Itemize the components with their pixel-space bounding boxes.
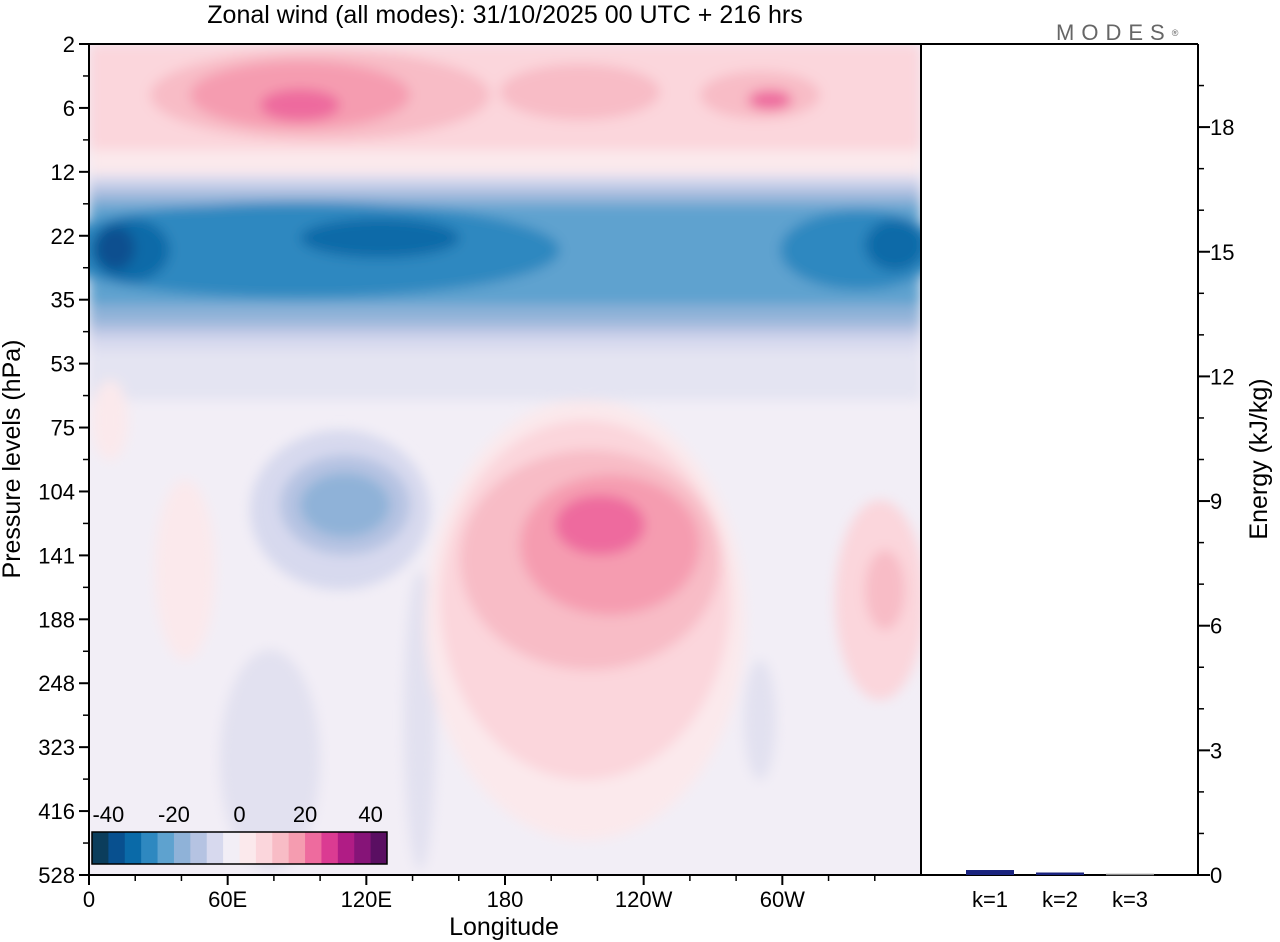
- blue-tail-1: [220, 650, 320, 870]
- y-tick-label-7: 104: [38, 479, 75, 504]
- blob-upper-4: [500, 64, 660, 120]
- y-tick-label-1: 6: [63, 96, 75, 121]
- colorbar-swatch: [141, 832, 159, 864]
- energy-tick-label-5: 15: [1210, 240, 1234, 265]
- energy-bar-label-0: k=1: [972, 887, 1008, 912]
- energy-bar-k=2: [1036, 872, 1084, 875]
- y-axis-label: Pressure levels (hPa): [0, 340, 26, 579]
- colorbar-swatch: [321, 832, 339, 864]
- colorbar-tick-label-1: -20: [158, 802, 190, 827]
- energy-ticks: 0 3 6 9 12 15 18: [1198, 84, 1234, 888]
- energy-tick-label-4: 12: [1210, 364, 1234, 389]
- logo-text: MODES: [1056, 20, 1172, 45]
- colorbar-swatch: [223, 832, 240, 864]
- pink-east-2: [865, 550, 905, 630]
- registered-mark: ®: [1171, 28, 1179, 38]
- x-tick-label-1: 60E: [208, 887, 247, 912]
- colorbar-frame: [91, 831, 388, 865]
- wind-field: [89, 44, 921, 875]
- x-tick-label-5: 60W: [760, 887, 805, 912]
- energy-tick-label-1: 3: [1210, 738, 1222, 763]
- colorbar-swatch: [124, 832, 142, 864]
- x-tick-label-4: 120W: [615, 887, 673, 912]
- y-tick-label-5: 53: [51, 352, 75, 377]
- colorbar-swatch: [206, 832, 224, 864]
- jet-max-4: [95, 226, 135, 270]
- modes-logo: MODES®: [1056, 18, 1178, 48]
- x-tick-label-2: 120E: [341, 887, 392, 912]
- energy-bar-k=1: [966, 870, 1014, 875]
- energy-tick-label-0: 0: [1210, 863, 1222, 888]
- x-tick-label-3: 180: [487, 887, 524, 912]
- band-lower-pale: [89, 350, 921, 400]
- blue-tail-3: [744, 660, 776, 780]
- pink-blob-5: [555, 495, 645, 555]
- energy-bar-label-2: k=3: [1112, 887, 1148, 912]
- x-tick-label-0: 0: [83, 887, 95, 912]
- y-tick-label-12: 416: [38, 799, 75, 824]
- colorbar-swatch: [239, 832, 257, 864]
- energy-axis-label: Energy (kJ/kg): [1245, 378, 1273, 539]
- blob-upper-3: [260, 89, 340, 121]
- colorbar-swatch: [190, 832, 208, 864]
- colorbar-swatch: [370, 832, 388, 864]
- pink-west-2: [92, 380, 128, 460]
- jet-max-2: [300, 218, 460, 258]
- y-tick-label-13: 528: [38, 863, 75, 888]
- y-tick-label-10: 248: [38, 671, 75, 696]
- pink-west-1: [155, 480, 215, 660]
- y-tick-label-4: 35: [51, 288, 75, 313]
- colorbar-swatch: [173, 832, 191, 864]
- colorbar-swatch: [157, 832, 175, 864]
- colorbar-swatch: [92, 832, 109, 864]
- x-ticks: 0 60E 120E 180 120W 60W: [83, 875, 876, 912]
- jet-max-3: [865, 219, 921, 271]
- chart-title: Zonal wind (all modes): 31/10/2025 00 UT…: [207, 1, 803, 29]
- colorbar-tick-label-3: 20: [293, 802, 317, 827]
- band-upper-fade: [89, 150, 921, 176]
- energy-tick-label-6: 18: [1210, 115, 1234, 140]
- colorbar-tick-label-2: 0: [233, 802, 245, 827]
- colorbar-tick-label-4: 40: [358, 802, 382, 827]
- y-ticks: 2 6 12 22 35 53 75 104 141 188 248 323 416 528: [38, 32, 89, 888]
- colorbar-swatch: [354, 832, 372, 864]
- energy-bar-k=3: [1106, 873, 1154, 876]
- y-tick-label-3: 22: [51, 224, 75, 249]
- colorbar-swatch: [108, 832, 126, 864]
- y-tick-label-11: 323: [38, 735, 75, 760]
- y-tick-label-9: 188: [38, 607, 75, 632]
- colorbar-swatch: [305, 832, 322, 864]
- blue-tongue-3: [300, 473, 390, 537]
- y-tick-label-2: 12: [51, 160, 75, 185]
- colorbar-swatch: [272, 832, 290, 864]
- energy-bar-label-1: k=2: [1042, 887, 1078, 912]
- blob-upper-6: [748, 90, 792, 110]
- colorbar-swatch: [337, 832, 355, 864]
- y-tick-label-6: 75: [51, 416, 75, 441]
- energy-bars: k=1 k=2 k=3: [966, 870, 1154, 912]
- energy-tick-label-3: 9: [1210, 489, 1222, 514]
- colorbar-tick-label-0: -40: [92, 802, 124, 827]
- energy-tick-label-2: 6: [1210, 614, 1222, 639]
- colorbar-swatch: [288, 832, 306, 864]
- y-tick-label-0: 2: [63, 32, 75, 57]
- y-tick-label-8: 141: [38, 543, 75, 568]
- x-axis-label: Longitude: [449, 913, 559, 941]
- colorbar-swatch: [255, 832, 273, 864]
- colorbar: -40 -20 0 20 40: [91, 802, 388, 865]
